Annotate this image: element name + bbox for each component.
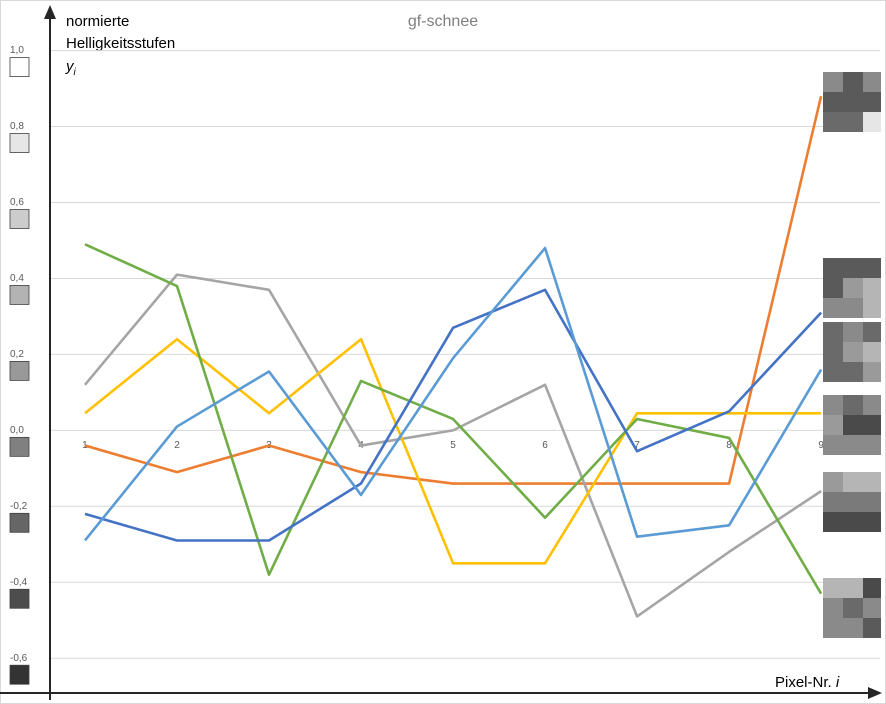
y-symbol: y — [65, 58, 75, 75]
x-tick-label: 5 — [450, 440, 456, 451]
level-swatch — [9, 588, 30, 609]
level-swatch — [9, 285, 30, 305]
series-line — [84, 243, 823, 595]
x-axis-arrow — [868, 687, 882, 699]
y-tick-label: -0,6 — [10, 653, 28, 664]
pattern — [823, 578, 881, 638]
x-tick-label: 6 — [542, 440, 548, 451]
x-tick-label: 8 — [726, 440, 732, 451]
pattern — [823, 472, 881, 532]
y-tick-label: 0,6 — [10, 197, 24, 208]
y-tick-label: 0,2 — [10, 349, 24, 360]
pattern — [823, 322, 881, 382]
pattern — [823, 72, 881, 132]
pattern — [823, 258, 881, 318]
pattern — [823, 395, 881, 455]
y-tick-label: 0,4 — [10, 273, 24, 284]
x-tick-label: 2 — [174, 440, 180, 451]
series-line — [83, 273, 822, 618]
y-symbol-sub: i — [74, 67, 77, 78]
level-swatch — [9, 133, 30, 153]
x-label: Pixel-Nr. — [775, 674, 832, 691]
y-axis-label: normierte — [66, 13, 129, 30]
y-tick-label: 1,0 — [10, 45, 24, 56]
level-swatch — [9, 57, 30, 77]
series-line — [84, 95, 823, 485]
y-axis-symbol: yi — [65, 58, 77, 78]
series-line — [84, 288, 823, 542]
level-swatch — [9, 209, 30, 229]
level-swatch — [9, 664, 30, 685]
x-tick-label: 9 — [818, 440, 824, 451]
y-axis-label: Helligkeitsstufen — [66, 35, 175, 52]
y-axis-arrow — [44, 5, 56, 19]
y-tick-label: -0,2 — [10, 501, 28, 512]
series-line — [84, 337, 822, 565]
pixel-patterns — [823, 72, 881, 638]
x-tick-label: 7 — [634, 440, 640, 451]
level-swatch — [9, 512, 30, 533]
series-line — [83, 246, 823, 542]
y-tick-label: -0,4 — [10, 577, 28, 588]
level-swatch — [9, 360, 30, 381]
y-tick-label: 0,0 — [10, 425, 24, 436]
x-axis-label: Pixel-Nr. i — [775, 674, 840, 691]
chart-title: gf-schnee — [408, 13, 478, 30]
y-tick-label: 0,8 — [10, 121, 24, 132]
level-swatch — [9, 436, 30, 457]
x-symbol: i — [836, 674, 840, 691]
